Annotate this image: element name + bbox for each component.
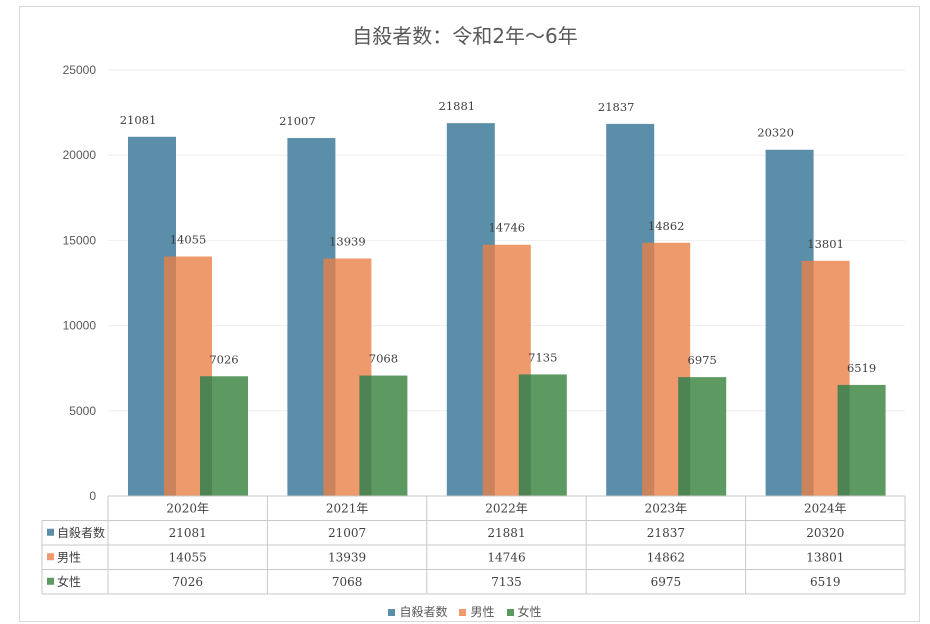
table-legend-swatch bbox=[47, 528, 54, 536]
y-tick-label: 20000 bbox=[63, 148, 97, 162]
bar bbox=[837, 384, 886, 496]
bar-shade bbox=[323, 258, 336, 496]
bar-shade bbox=[518, 374, 531, 496]
y-tick-label: 15000 bbox=[63, 233, 97, 247]
bar-shade bbox=[837, 384, 850, 496]
table-cell: 21837 bbox=[647, 526, 685, 540]
data-label: 13801 bbox=[807, 237, 844, 251]
bar-shade bbox=[801, 260, 814, 496]
table-cell: 6519 bbox=[810, 575, 841, 589]
y-tick-label: 5000 bbox=[69, 404, 96, 418]
bar-shade bbox=[482, 244, 495, 496]
chart-title: 自殺者数：令和2年〜6年 bbox=[352, 24, 578, 48]
legend-item: 自殺者数 bbox=[388, 603, 447, 620]
data-label: 13939 bbox=[329, 234, 366, 248]
bar-shade bbox=[678, 377, 691, 496]
x-tick-label: 2023年 bbox=[645, 501, 688, 515]
legend-swatch bbox=[388, 609, 396, 616]
table-legend-swatch bbox=[47, 553, 54, 561]
legend-label: 女性 bbox=[517, 605, 542, 619]
table-cell: 6975 bbox=[651, 575, 682, 589]
bar-shade bbox=[164, 256, 176, 496]
y-tick-label: 10000 bbox=[63, 319, 97, 333]
legend-label: 男性 bbox=[470, 605, 495, 619]
data-label: 14746 bbox=[489, 221, 526, 235]
bar-shade bbox=[359, 375, 372, 496]
table-cell: 13801 bbox=[806, 550, 844, 564]
data-label: 21007 bbox=[279, 114, 316, 128]
legend-swatch bbox=[459, 609, 467, 616]
table-cell: 14746 bbox=[487, 550, 525, 564]
table-cell: 21881 bbox=[487, 526, 525, 540]
data-label: 6975 bbox=[688, 353, 717, 367]
legend-item: 女性 bbox=[506, 603, 542, 620]
data-label: 14862 bbox=[648, 219, 685, 233]
data-label: 7135 bbox=[528, 350, 557, 364]
table-cell: 13939 bbox=[328, 550, 366, 564]
table-cell: 21007 bbox=[328, 526, 366, 540]
bar bbox=[678, 377, 727, 496]
y-tick-label: 25000 bbox=[63, 63, 97, 77]
data-label: 6519 bbox=[847, 361, 876, 375]
table-cell: 7026 bbox=[172, 575, 203, 589]
bar-shade bbox=[642, 242, 655, 496]
data-label: 20320 bbox=[757, 126, 794, 140]
y-tick-label: 0 bbox=[89, 489, 96, 503]
data-label: 21081 bbox=[120, 113, 157, 127]
x-tick-label: 2020年 bbox=[166, 501, 209, 515]
table-series-name: 自殺者数 bbox=[57, 525, 105, 540]
data-label: 7068 bbox=[369, 352, 398, 366]
table-series-name: 女性 bbox=[57, 574, 81, 589]
data-label: 21881 bbox=[439, 99, 476, 113]
table-cell: 7068 bbox=[332, 575, 363, 589]
legend-item: 男性 bbox=[459, 603, 495, 620]
table-legend-swatch bbox=[47, 577, 54, 585]
table-cell: 21081 bbox=[169, 526, 207, 540]
bar bbox=[200, 376, 248, 496]
bar bbox=[359, 375, 408, 496]
data-label: 7026 bbox=[209, 352, 238, 366]
table-cell: 20320 bbox=[806, 526, 844, 540]
x-tick-label: 2024年 bbox=[804, 501, 847, 515]
legend-label: 自殺者数 bbox=[399, 605, 448, 619]
data-label: 21837 bbox=[598, 100, 635, 114]
chart-legend: 自殺者数 男性 女性 bbox=[0, 603, 930, 620]
x-tick-label: 2022年 bbox=[485, 501, 528, 515]
table-cell: 14055 bbox=[169, 550, 207, 564]
table-cell: 14862 bbox=[647, 550, 685, 564]
bar-shade bbox=[200, 376, 212, 496]
bar bbox=[518, 374, 567, 496]
table-cell: 7135 bbox=[491, 575, 522, 589]
x-tick-label: 2021年 bbox=[326, 501, 369, 515]
table-series-name: 男性 bbox=[57, 550, 81, 564]
data-label: 14055 bbox=[170, 233, 207, 247]
legend-swatch bbox=[506, 609, 514, 616]
